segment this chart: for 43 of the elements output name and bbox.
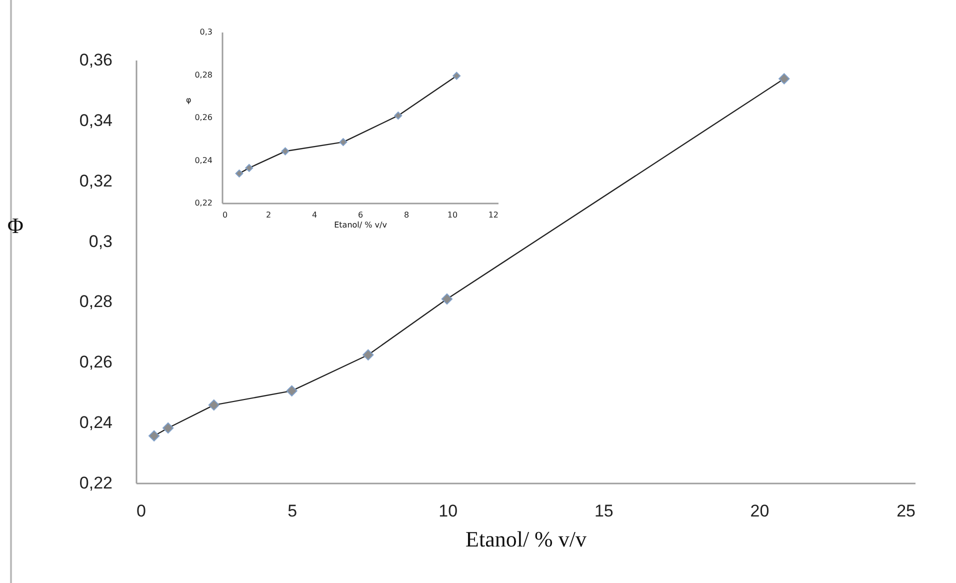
point [339,138,348,146]
y-tick-label: 0,26 [194,113,212,122]
y-tick-label: 0,22 [194,198,212,208]
x-tick-label: 10 [447,210,458,220]
x-tick-label: 2 [266,210,272,220]
x-tick-label: 10 [438,502,458,520]
y-axis-title: φ [186,95,192,104]
y-tick-label: 0,28 [194,70,212,80]
x-tick-label: 0 [136,502,146,520]
y-tick-label: 0,3 [200,28,212,36]
point [778,73,790,84]
x-tick-label: 0 [222,210,228,220]
y-tick-label: 0,24 [79,413,112,432]
x-tick-label: 6 [358,210,364,220]
point [208,399,220,411]
x-tick-label: 25 [896,502,916,520]
x-tick-label: 15 [594,502,614,520]
point [441,293,453,305]
point [235,170,244,178]
x-tick-label: 12 [488,210,498,220]
y-tick-label: 0,26 [79,352,112,372]
y-axis-title: Φ [7,213,24,238]
y-tick-label: 0,24 [194,156,212,165]
x-tick-label: 20 [750,502,770,520]
x-tick-label: 4 [312,210,318,220]
point [281,147,290,156]
y-tick-label: 0,36 [79,50,112,70]
y-tick-label: 0,22 [79,474,112,492]
x-axis-title: Etanol/ % v/v [466,526,586,552]
point [148,430,160,442]
x-axis-title: Etanol/ % v/v [334,220,388,230]
point [162,422,174,434]
x-tick-label: 8 [404,210,410,220]
y-tick-label: 0,32 [79,171,112,190]
point [245,164,254,172]
x-tick-label: 5 [288,502,298,520]
y-tick-label: 0,3 [88,232,112,251]
point [394,112,402,120]
y-tick-label: 0,28 [79,292,112,312]
point [452,72,461,80]
y-tick-label: 0,34 [79,110,112,130]
point [286,385,298,396]
point [362,349,374,360]
